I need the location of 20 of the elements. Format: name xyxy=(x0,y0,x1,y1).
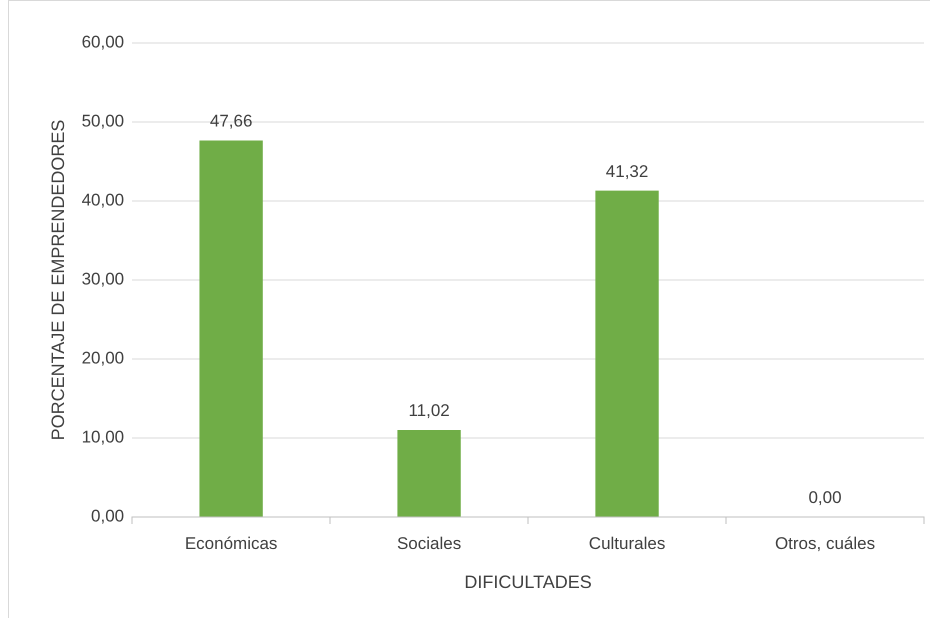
data-label: 0,00 xyxy=(808,488,842,508)
x-tick-label: Sociales xyxy=(396,534,462,553)
bar xyxy=(199,140,263,516)
data-label: 41,32 xyxy=(606,162,648,181)
y-tick-label: 30,00 xyxy=(82,270,124,289)
y-tick-label: 60,00 xyxy=(82,32,124,52)
data-label: 47,66 xyxy=(210,112,252,131)
y-tick-label: 50,00 xyxy=(82,112,124,131)
y-tick-label: 10,00 xyxy=(82,428,124,447)
y-axis-title: PORCENTAJE DE EMPRENDEDORES xyxy=(48,120,68,440)
bar xyxy=(397,430,461,516)
y-tick-label: 0,00 xyxy=(91,506,124,526)
x-tick-label: Culturales xyxy=(588,534,666,553)
data-label: 11,02 xyxy=(408,401,450,420)
x-tick-label: Otros, cuáles xyxy=(774,534,876,553)
bar xyxy=(595,190,659,516)
y-tick-label: 20,00 xyxy=(82,348,124,368)
x-axis-title: DIFICULTADES xyxy=(464,572,592,592)
y-tick-label: 40,00 xyxy=(82,190,124,210)
x-tick-label: Económicas xyxy=(184,534,278,553)
